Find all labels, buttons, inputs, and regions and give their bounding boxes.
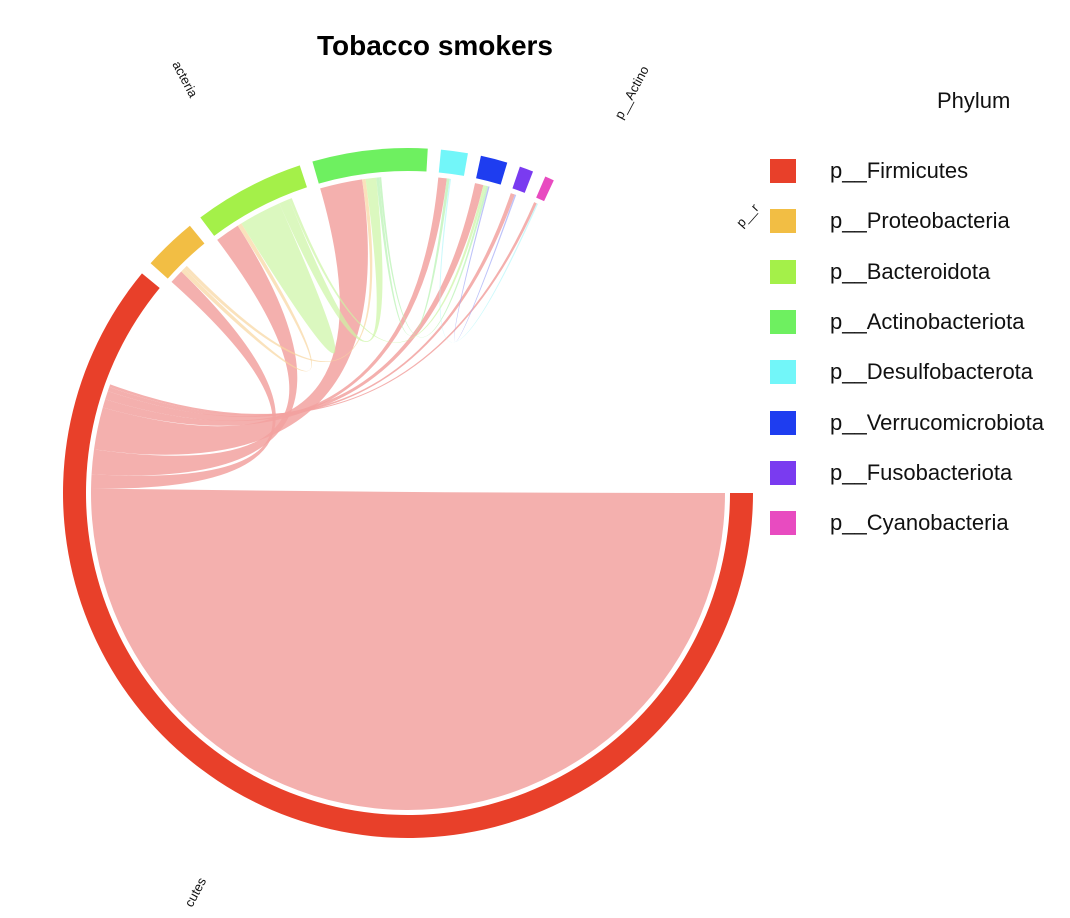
chord-link-11	[279, 177, 383, 343]
legend-item: p__Cyanobacteria	[770, 498, 1060, 548]
sector-p-bacteroidota	[200, 165, 307, 236]
chord-link-1	[91, 271, 276, 489]
chord-diagram: cutes acteria p__Actino p__r	[63, 58, 762, 909]
legend-swatch	[770, 209, 796, 234]
legend-label: p__Proteobacteria	[830, 208, 1010, 234]
chord-link-14	[379, 177, 489, 338]
legend-item: p__Firmicutes	[770, 146, 1060, 196]
chord-links	[90, 177, 725, 810]
chord-link-5	[105, 183, 484, 422]
sector-p-verrucomicrobiota	[476, 155, 508, 185]
legend-item: p__Desulfobacterota	[770, 347, 1060, 397]
legend-swatch	[770, 511, 796, 536]
sector-label-3: p__Actino	[611, 63, 651, 121]
legend-swatch	[770, 360, 796, 385]
legend-label: p__Firmicutes	[830, 158, 969, 184]
chord-link-3	[94, 179, 368, 455]
sector-p-cyanobacteria	[536, 176, 554, 202]
chord-link-10	[241, 203, 336, 354]
legend-item: p__Fusobacteriota	[770, 448, 1060, 498]
sector-p-fusobacteriota	[512, 166, 534, 193]
legend-rows: p__Firmicutes p__Proteobacteria p__Bactero…	[770, 146, 1060, 548]
chart-title: Tobacco smokers	[316, 30, 554, 61]
legend-label: p__Cyanobacteria	[830, 510, 1009, 536]
sector-p-desulfobacterota	[438, 149, 468, 176]
sector-label-4: p__r	[733, 200, 762, 230]
legend-label: p__Fusobacteriota	[830, 459, 1013, 485]
legend-swatch	[770, 310, 796, 335]
legend-swatch	[770, 159, 796, 184]
sector-p-actinobacteriota	[312, 148, 428, 184]
legend-item: p__Bacteroidota	[770, 247, 1060, 297]
sector-p-proteobacteria	[150, 225, 205, 279]
legend-label: p__Bacteroidota	[830, 258, 991, 284]
sector-label-0: cutes	[181, 874, 209, 909]
legend: Phylum p__Firmicutes p__Proteobacteria p__…	[770, 88, 1060, 548]
legend-label: p__Verrucomicrobiota	[830, 409, 1045, 435]
legend-title: Phylum	[937, 88, 1011, 113]
chord-sectors	[63, 148, 753, 838]
chord-link-0	[90, 488, 725, 810]
sector-label-1: acteria	[169, 58, 201, 100]
legend-label: p__Actinobacteriota	[830, 309, 1025, 335]
legend-label: p__Desulfobacterota	[830, 359, 1034, 385]
legend-swatch	[770, 259, 796, 284]
legend-item: p__Actinobacteriota	[770, 297, 1060, 347]
legend-item: p__Verrucomicrobiota	[770, 397, 1060, 447]
legend-swatch	[770, 410, 796, 435]
legend-item: p__Proteobacteria	[770, 196, 1060, 246]
legend-swatch	[770, 460, 796, 485]
